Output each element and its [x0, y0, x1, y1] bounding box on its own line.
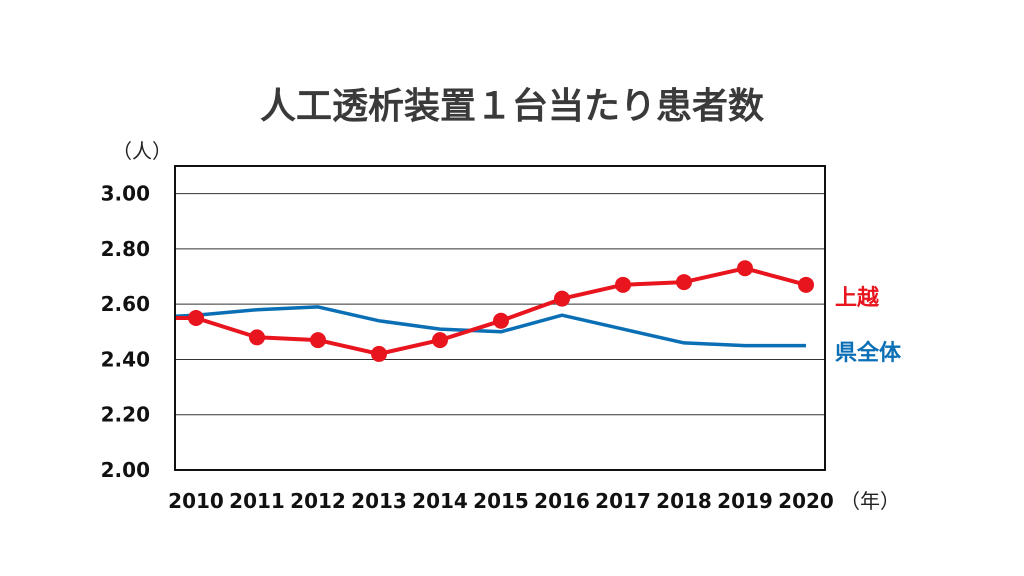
x-tick-label: 2016	[534, 489, 590, 513]
y-axis-ticks: 2.00 2.20 2.40 2.60 2.80 3.00	[101, 182, 150, 482]
y-tick-label: 2.20	[101, 403, 150, 427]
x-tick-label: 2010	[168, 489, 224, 513]
data-point	[249, 329, 265, 346]
gridlines	[175, 193, 825, 416]
chart-title: 人工透析装置１台当たり患者数	[260, 86, 764, 127]
series-label-0: 上越	[835, 286, 880, 311]
series-group	[174, 260, 814, 362]
x-tick-label: 2017	[595, 489, 651, 513]
y-tick-label: 2.40	[101, 347, 150, 371]
data-point	[798, 276, 814, 293]
data-point	[432, 332, 448, 349]
data-point	[188, 310, 204, 326]
data-point	[737, 260, 753, 277]
x-tick-label: 2020	[778, 489, 834, 513]
x-tick-label: 2011	[229, 489, 285, 513]
x-tick-label: 2012	[290, 489, 346, 513]
x-tick-label: 2013	[351, 489, 407, 513]
data-point	[615, 276, 631, 293]
data-point	[554, 290, 570, 307]
y-axis-unit: （人）	[112, 139, 172, 163]
x-tick-label: 2019	[717, 489, 773, 513]
data-point	[371, 345, 387, 362]
y-tick-label: 2.00	[101, 458, 150, 482]
x-axis-ticks: 2010 2011 2012 2013 2014 2015 2016 2017 2018 2019…	[168, 489, 834, 513]
data-point	[676, 274, 692, 291]
x-axis-unit: （年）	[840, 489, 900, 513]
data-point	[310, 332, 326, 349]
x-tick-label: 2015	[473, 489, 529, 513]
y-tick-label: 3.00	[101, 182, 150, 206]
y-tick-label: 2.80	[101, 237, 150, 261]
x-tick-label: 2018	[656, 489, 712, 513]
x-tick-label: 2014	[412, 489, 468, 513]
data-point	[493, 312, 509, 329]
y-tick-label: 2.60	[101, 292, 150, 316]
series-label-1: 県全体	[835, 340, 902, 366]
plot-frame	[174, 165, 826, 471]
series-line-0	[175, 266, 807, 356]
